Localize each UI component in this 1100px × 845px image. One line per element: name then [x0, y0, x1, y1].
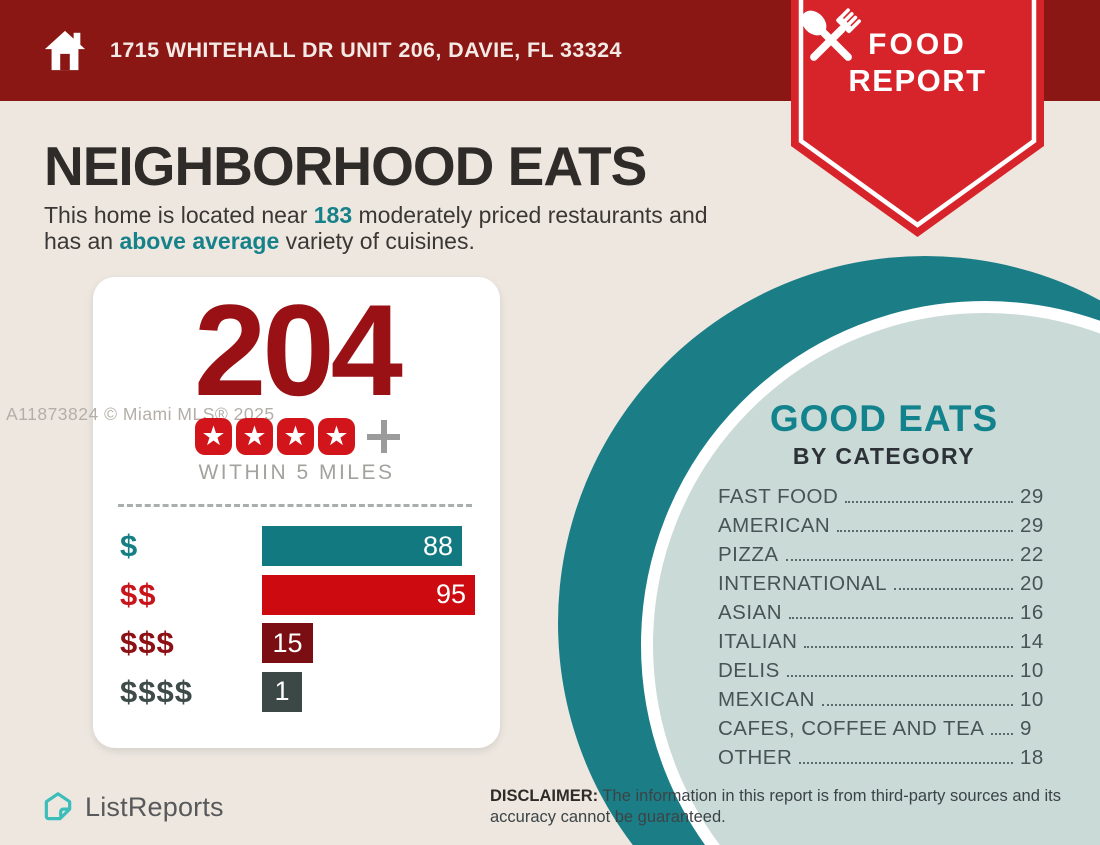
- page-title: NEIGHBORHOOD EATS: [44, 135, 647, 197]
- price-tier-label: $$: [120, 576, 157, 612]
- price-bar-row: $$$ 15: [120, 623, 475, 663]
- star-icon: ★: [195, 418, 232, 455]
- category-value: 16: [1020, 601, 1044, 624]
- star-icon: ★: [277, 418, 314, 455]
- price-bar-row: $88: [120, 526, 475, 566]
- dotted-leader: [804, 646, 1013, 648]
- price-bar-row: $$ 95: [120, 574, 475, 615]
- category-label: ASIAN: [718, 601, 783, 624]
- category-value: 29: [1020, 514, 1044, 537]
- dotted-leader: [785, 559, 1013, 561]
- listreports-house-icon: [44, 792, 72, 821]
- good-eats-panel: GOOD EATS BY CATEGORY FAST FOOD 29 AMERICA…: [718, 398, 1050, 776]
- good-eats-list: FAST FOOD 29 AMERICAN 29 PIZZA 22 INTERNATIONA…: [718, 486, 1050, 768]
- price-tier-label: $: [120, 528, 139, 563]
- price-tier-bar: 95: [262, 574, 475, 615]
- price-tier-label: $$$$: [120, 673, 193, 709]
- price-bars: $88 $$ 95 $$$ 15 $$$$ 1: [120, 526, 475, 720]
- radius-label: WITHIN 5 MILES: [198, 461, 395, 484]
- category-value: 9: [1020, 717, 1032, 740]
- intro-line2: has an above average variety of cuisines…: [44, 228, 475, 254]
- intro-text: This home is located near 183 moderately…: [44, 202, 708, 254]
- category-value: 18: [1020, 746, 1044, 769]
- ribbon-title-line2: REPORT: [848, 63, 987, 98]
- dotted-leader: [837, 530, 1013, 532]
- price-tier-bar: 15: [262, 623, 313, 663]
- category-value: 29: [1020, 485, 1044, 508]
- price-tier-value: 15: [272, 627, 303, 658]
- price-tier-value: 95: [435, 579, 466, 609]
- category-row: ASIAN 16: [718, 602, 1050, 623]
- category-row: MEXICAN 10: [718, 689, 1050, 710]
- dotted-leader: [799, 762, 1013, 764]
- category-row: OTHER 18: [718, 747, 1050, 768]
- disclaimer-label: DISCLAIMER:: [490, 787, 599, 805]
- category-label: INTERNATIONAL: [718, 572, 887, 595]
- good-eats-title: GOOD EATS: [769, 398, 999, 439]
- dashed-divider: [118, 504, 472, 507]
- ribbon-title-line1: FOOD: [868, 28, 967, 61]
- price-tier-label: $$$: [120, 625, 175, 660]
- home-icon: [44, 30, 86, 70]
- plus-icon: [367, 420, 400, 453]
- price-tier-value: 1: [274, 676, 290, 706]
- category-label: AMERICAN: [718, 514, 831, 537]
- category-row: ITALIAN 14: [718, 631, 1050, 652]
- category-row: AMERICAN 29: [718, 515, 1050, 536]
- intro-line1: This home is located near 183 moderately…: [44, 202, 708, 228]
- ribbon-title: FOOD REPORT: [791, 28, 1044, 99]
- category-label: ITALIAN: [718, 630, 798, 653]
- price-tier-bar: 88: [262, 526, 462, 566]
- listreports-logo-text: ListReports: [85, 791, 224, 822]
- category-label: MEXICAN: [718, 688, 815, 711]
- variety-highlight: above average: [119, 228, 280, 254]
- dotted-leader: [786, 675, 1013, 677]
- total-restaurants: 204: [194, 277, 403, 423]
- category-label: OTHER: [718, 746, 793, 769]
- ribbon-shape: [791, 0, 1044, 237]
- category-value: 20: [1020, 572, 1044, 595]
- category-label: FAST FOOD: [718, 485, 839, 508]
- category-row: PIZZA 22: [718, 544, 1050, 565]
- food-report-ribbon: FOOD REPORT: [791, 0, 1044, 237]
- price-tier-bar: 1: [262, 671, 302, 712]
- dotted-leader: [991, 733, 1013, 735]
- star-icon: ★: [318, 418, 355, 455]
- category-label: DELIS: [718, 659, 780, 682]
- property-address: 1715 WHITEHALL DR UNIT 206, DAVIE, FL 33…: [110, 38, 622, 62]
- category-value: 14: [1020, 630, 1044, 653]
- category-row: FAST FOOD 29: [718, 486, 1050, 507]
- price-tier-value: 88: [422, 530, 453, 561]
- category-label: CAFES, COFFEE AND TEA: [718, 717, 985, 740]
- dotted-leader: [845, 501, 1013, 503]
- star-icon: ★: [236, 418, 273, 455]
- category-row: CAFES, COFFEE AND TEA 9: [718, 718, 1050, 739]
- price-bar-row: $$$$ 1: [120, 671, 475, 712]
- spoon-fork-icon: [801, 8, 861, 61]
- category-label: PIZZA: [718, 543, 779, 566]
- rating-row: ★ ★ ★ ★: [93, 418, 500, 455]
- category-row: INTERNATIONAL 20: [718, 573, 1050, 594]
- category-value: 22: [1020, 543, 1044, 566]
- category-value: 10: [1020, 659, 1044, 682]
- dotted-leader: [821, 704, 1013, 706]
- dotted-leader: [894, 588, 1013, 590]
- disclaimer-text: DISCLAIMER: The information in this repo…: [490, 787, 1061, 826]
- category-row: DELIS 10: [718, 660, 1050, 681]
- restaurant-stats-card: 204 ★ ★ ★ ★ WITHIN 5 MILES $88 $$ 95 $$$ 15 $$$$…: [93, 277, 500, 748]
- restaurant-count: 183: [313, 202, 353, 228]
- dotted-leader: [789, 617, 1013, 619]
- category-value: 10: [1020, 688, 1044, 711]
- good-eats-subtitle: BY CATEGORY: [792, 443, 976, 469]
- listreports-logo: ListReports: [40, 789, 224, 825]
